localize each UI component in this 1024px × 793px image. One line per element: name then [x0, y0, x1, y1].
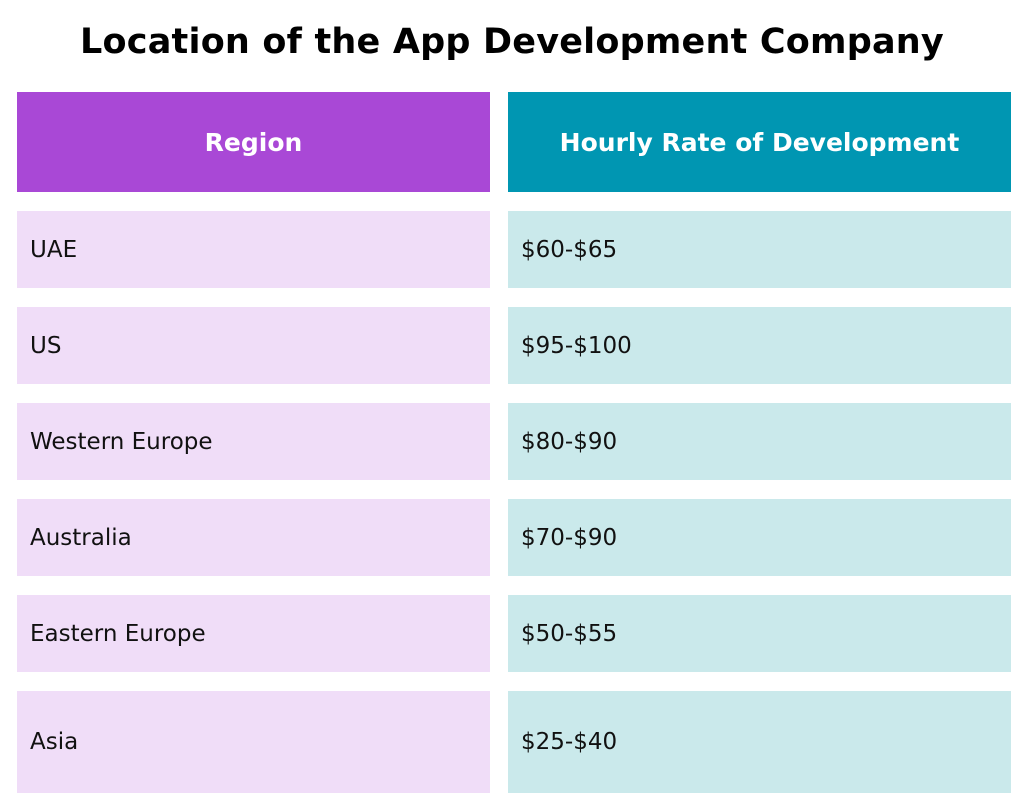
rate-cell: $60-$65: [508, 211, 1011, 288]
rate-cell: $95-$100: [508, 307, 1011, 384]
rate-cell: $70-$90: [508, 499, 1011, 576]
rate-cell: $50-$55: [508, 595, 1011, 672]
region-cell: Asia: [17, 691, 490, 793]
header-region: Region: [17, 92, 490, 192]
rate-cell: $25-$40: [508, 691, 1011, 793]
rate-cell: $80-$90: [508, 403, 1011, 480]
region-cell: US: [17, 307, 490, 384]
header-hourly-rate: Hourly Rate of Development: [508, 92, 1011, 192]
page-title: Location of the App Development Company: [80, 22, 944, 62]
region-cell: UAE: [17, 211, 490, 288]
region-cell: Western Europe: [17, 403, 490, 480]
region-cell: Australia: [17, 499, 490, 576]
region-cell: Eastern Europe: [17, 595, 490, 672]
